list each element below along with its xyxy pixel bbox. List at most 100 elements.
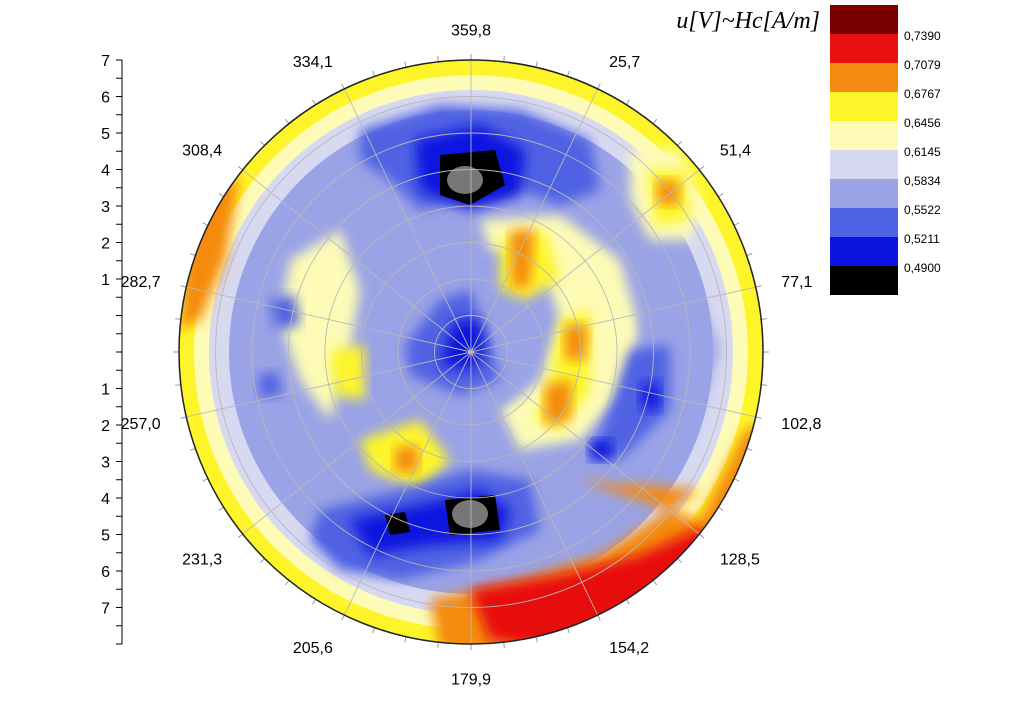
angle-label: 51,4 <box>720 143 751 160</box>
grid-ring-tick <box>755 285 762 288</box>
grid-ring-tick <box>625 598 630 605</box>
grid-ring-tick <box>237 165 244 171</box>
legend-label: 0,4900 <box>904 261 941 275</box>
grid-ring-tick <box>503 642 505 649</box>
radial-tick-label: 7 <box>101 601 110 618</box>
radial-tick-label: 2 <box>101 236 110 253</box>
grid-ring-tick <box>698 533 705 539</box>
contour-left-spot-2 <box>258 372 282 398</box>
plot-border <box>178 59 764 645</box>
legend-label: 0,6145 <box>904 145 941 159</box>
grid-spoke <box>242 169 472 353</box>
angle-label: 205,6 <box>293 640 333 657</box>
grid-ring-tick <box>202 478 209 482</box>
contour-left-spot <box>270 295 300 330</box>
grid-ring-tick <box>260 558 265 563</box>
grid-ring-tick <box>733 222 740 226</box>
radial-tick-label: 4 <box>101 163 110 180</box>
contour-crescent-orange-2 <box>565 325 588 360</box>
contour-bottom-core <box>452 500 488 528</box>
grid-ring-tick <box>404 61 407 68</box>
radial-tick-label: 6 <box>101 90 110 107</box>
contour-fill <box>179 60 763 644</box>
grid-spoke <box>343 351 472 616</box>
grid-ring-tick <box>404 636 407 643</box>
legend-label: 0,5211 <box>904 232 940 246</box>
grid-ring-tick <box>755 416 762 419</box>
grid-spoke <box>186 286 472 353</box>
grid-ring-tick <box>566 627 570 634</box>
grid-ring-tick <box>677 141 682 146</box>
legend-swatch <box>830 150 898 179</box>
grid-ring-tick <box>174 384 181 386</box>
grid-ring-tick <box>733 478 740 482</box>
legend-swatch <box>830 237 898 266</box>
grid-ring-tick <box>652 118 658 125</box>
grid-ring-tick <box>503 55 505 62</box>
contour-right-spot <box>640 382 660 410</box>
contour-right-blue <box>590 345 670 460</box>
grid-ring-tick <box>180 285 187 288</box>
legend-label: 0,7390 <box>904 29 941 43</box>
contour-crescent-orange-3 <box>545 380 572 425</box>
legend-title: u[V]~Hc[A/m] <box>676 8 820 34</box>
grid-spoke <box>343 88 472 353</box>
angle-label: 231,3 <box>182 551 222 568</box>
grid-ring-tick <box>717 193 724 198</box>
legend-swatch <box>830 34 898 63</box>
angle-label: 154,2 <box>609 640 649 657</box>
radial-tick-label: 5 <box>101 528 110 545</box>
legend-swatch <box>830 92 898 121</box>
angle-label: 282,7 <box>121 274 161 291</box>
radial-tick-label: 6 <box>101 564 110 581</box>
legend-label: 0,5522 <box>904 203 941 217</box>
grid-ring-tick <box>218 506 225 511</box>
contour-top-core <box>447 166 483 194</box>
radial-axis: 7 6 5 4 3 2 1 1 2 3 4 5 6 7 <box>101 53 123 645</box>
legend-swatch <box>830 63 898 92</box>
legend-label: 0,5834 <box>904 174 941 188</box>
radial-tick-label: 3 <box>101 199 110 216</box>
angle-label: 25,7 <box>609 54 640 71</box>
grid-ring-tick <box>237 533 244 539</box>
angle-label: 308,4 <box>182 143 222 160</box>
grid-spoke <box>470 351 700 535</box>
angle-labels: 359,8 25,7 51,4 77,1 102,8 128,5 154,2 179,9 205… <box>121 23 822 689</box>
grid-ring-tick <box>189 447 196 451</box>
angle-label: 179,9 <box>451 671 491 688</box>
grid-ring-tick <box>761 318 768 320</box>
grid-ring-tick <box>284 118 290 125</box>
grid-ring-tick <box>260 141 265 146</box>
grid-ring-tick <box>746 447 753 451</box>
radial-tick-label: 7 <box>101 53 110 70</box>
grid-ring-tick <box>189 253 196 257</box>
grid-ring-tick <box>717 506 724 511</box>
contour-left-orange <box>180 175 240 330</box>
grid-ring-tick <box>174 318 181 320</box>
grid-ring-tick <box>535 636 538 643</box>
legend-swatch <box>830 266 898 295</box>
grid-ring-tick <box>566 70 570 77</box>
grid-ring-tick <box>218 193 225 198</box>
grid-ring-tick <box>312 99 317 106</box>
angle-label: 128,5 <box>720 551 760 568</box>
grid-ring-tick <box>625 99 630 106</box>
radial-tick-label: 5 <box>101 126 110 143</box>
grid-ring-tick <box>677 558 682 563</box>
grid-ring-tick <box>437 642 439 649</box>
angle-label: 102,8 <box>781 416 821 433</box>
grid-ring-tick <box>341 83 345 90</box>
color-legend: 0,7390 0,7079 0,6767 0,6456 0,6145 0,5834 0,55… <box>830 5 941 295</box>
legend-swatch <box>830 5 898 34</box>
grid-spoke <box>470 351 756 418</box>
legend-label: 0,6767 <box>904 87 941 101</box>
grid-ring-tick <box>746 253 753 257</box>
legend-swatch <box>830 121 898 150</box>
grid-ring-tick <box>597 614 601 621</box>
legend-swatch <box>830 208 898 237</box>
angle-label: 334,1 <box>293 54 333 71</box>
legend-label: 0,7079 <box>904 58 941 72</box>
radial-tick-label: 3 <box>101 455 110 472</box>
grid-ring-tick <box>180 416 187 419</box>
